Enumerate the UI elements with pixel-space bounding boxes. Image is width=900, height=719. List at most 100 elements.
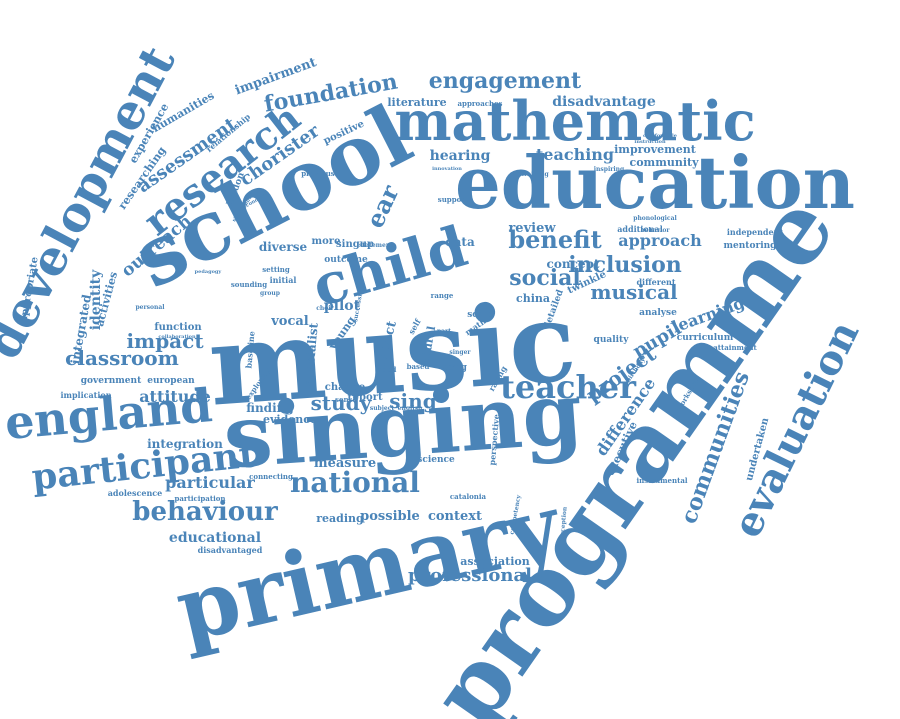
word-aged: aged [378,365,397,374]
word-approaches: approaches [458,99,503,108]
word-baseline: baseline [243,331,256,369]
word-impact: impact [126,329,204,353]
word-teacher: teacher [500,368,637,406]
word-participation: participation [174,494,225,503]
word-reading: reading [316,512,364,525]
word-instruction: instruction [634,139,666,145]
word-classroom: classroom [65,346,179,370]
word-literature: literature [387,96,446,109]
word-personal: personal [135,304,165,311]
word-connecting: connecting [249,472,293,481]
word-subject: subject [370,405,395,412]
word-innovation: innovation [432,166,462,172]
word-context: context [428,509,482,524]
word-scale: scale [467,310,493,320]
word-musical: musical [590,280,678,304]
word-initial: initial [270,275,297,285]
word-range: range [431,291,454,300]
word-concept: concept [547,257,600,271]
word-implication: implication [60,390,111,400]
word-disadvantaged: disadvantaged [198,545,263,555]
word-european: european [147,376,195,386]
word-singing: singing [220,363,585,489]
word-singup: singup [336,239,374,250]
word-perception: perception [558,506,568,543]
word-comfortable: comfortable [643,133,677,139]
word-data: data [445,235,475,249]
word-outcome: outcome [324,255,368,265]
word-hearing: hearing [430,148,491,164]
word-english: english [398,405,423,412]
word-study: study [311,391,373,415]
word-behavior: behavior [640,227,670,234]
word-perspective: perspective [487,414,501,466]
word-professional: professional [408,565,532,586]
word-science: science [417,455,455,465]
word-pilot: pilot [324,298,361,314]
word-national: national [290,466,420,499]
word-choir: choir [316,305,334,312]
word-based: based [407,362,430,371]
word-previous: previous [301,169,335,178]
word-teaching: teaching [536,145,614,164]
word-setting: setting [262,265,290,274]
word-function: function [154,322,202,333]
word-attainment: attainment [713,343,757,352]
word-group: group [260,290,280,297]
word-china: china [516,292,550,305]
word-additional: additional [617,224,663,234]
word-mathematic: mathematic [394,89,755,153]
word-identity: identity [88,269,104,330]
word-training: training [521,171,549,178]
word-possible: possible [360,509,420,524]
word-music: music [205,276,580,430]
word-sense: sense [335,395,357,404]
word-independent: independent [727,227,784,237]
word-evidence: evidence [263,413,317,426]
word-education: education [455,140,855,225]
word-change: change [325,382,365,393]
word-finding: finding [246,401,294,415]
word-adolescence: adolescence [108,488,162,498]
word-measure: measure [314,456,376,471]
word-improvement: improvement [614,143,697,156]
word-disadvantage: disadvantage [552,94,656,110]
word-social: social [509,265,580,291]
word-part: part [437,328,451,335]
word-mentoring: mentoring [724,241,778,251]
word-attitude: attitude [139,387,211,406]
word-association: association [460,555,529,568]
word-diverse: diverse [259,240,308,254]
word-plural: plural [419,325,438,364]
word-analyse: analyse [639,308,677,318]
word-community: community [630,156,700,169]
word-catalonia: catalonia [450,492,487,501]
word-instrumental: instrumental [636,476,687,485]
word-report: report [347,392,383,403]
word-educational: educational [169,530,261,546]
word-inclusion: inclusion [568,252,682,278]
word-vocal: vocal [270,314,309,329]
word-government: government [81,376,142,386]
word-inspiring: inspiring [594,166,625,173]
word-engagement: engagement [429,68,582,94]
word-pedagogy: pedagogy [195,269,223,275]
word-sounding: sounding [231,280,267,289]
word-quality: quality [594,335,630,345]
word-different: different [636,277,675,287]
word-review: review [508,221,556,236]
word-sing: sing [389,389,436,413]
word-integration: integration [147,437,223,451]
word-curriculum: curriculum [677,333,734,343]
word-collaboration: collaboration [158,334,196,340]
word-benefit: benefit [508,225,601,254]
word-particular: particular [165,473,255,492]
word-approach: approach [618,231,702,250]
word-specialist: specialist [301,322,321,387]
word-phonological: phonological [633,215,677,222]
word-song: song [443,363,468,373]
word-behaviour: behaviour [132,497,278,527]
word-more: more [312,236,341,247]
word-support: support [438,195,469,204]
